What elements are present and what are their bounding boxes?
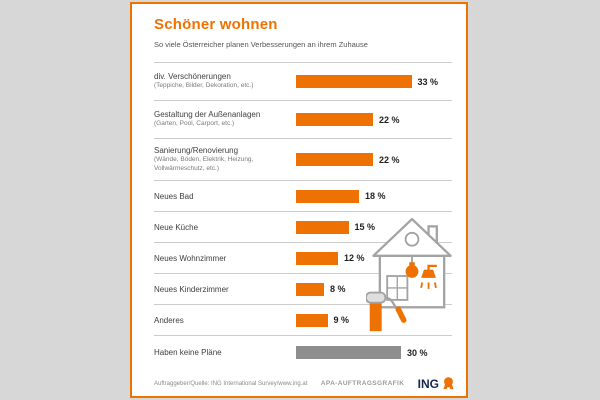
category-label-group: Neues Bad	[154, 192, 296, 201]
ing-logo: ING	[418, 376, 456, 391]
value-label: 12 %	[344, 253, 365, 263]
category-label: Sanierung/Renovierung	[154, 146, 239, 156]
category-label-group: Neues Wohnzimmer	[154, 254, 296, 263]
category-label-group: Neues Kinderzimmer	[154, 285, 296, 294]
category-sublabel: (Teppiche, Bilder, Dekoration, etc.)	[154, 82, 254, 90]
chart-title: Schöner wohnen	[154, 16, 278, 33]
chart-rows: div. Verschönerungen (Teppiche, Bilder, D…	[154, 62, 452, 369]
value-label: 22 %	[379, 154, 400, 165]
category-label-group: Anderes	[154, 316, 296, 325]
chart-subtitle: So viele Österreicher planen Verbesserun…	[154, 40, 368, 49]
category-label: Neues Wohnzimmer	[154, 253, 227, 263]
bar	[296, 251, 338, 265]
category-label: Neue Küche	[154, 222, 199, 232]
category-label-group: Sanierung/Renovierung (Wände, Böden, Elek…	[154, 146, 296, 172]
category-sublabel: (Wände, Böden, Elektrik, Heizung, Vollwä…	[154, 156, 254, 172]
bar-row: div. Verschönerungen (Teppiche, Bilder, D…	[154, 62, 452, 100]
shower-icon	[420, 264, 437, 289]
value-label: 9 %	[333, 315, 350, 325]
bar	[296, 346, 401, 359]
bar	[296, 282, 324, 296]
category-label-group: Neue Küche	[154, 223, 296, 232]
house-icon	[372, 217, 452, 309]
category-label: Neues Bad	[154, 191, 194, 201]
ing-lion-icon	[443, 377, 454, 390]
footer: Auftraggeber/Quelle: ING International S…	[154, 376, 456, 391]
category-label-group: Haben keine Pläne	[154, 348, 296, 357]
bar-row: Haben keine Pläne 30 %	[154, 335, 452, 369]
category-label-group: div. Verschönerungen (Teppiche, Bilder, D…	[154, 72, 296, 90]
bar-row: Sanierung/Renovierung (Wände, Böden, Elek…	[154, 138, 452, 180]
bar	[296, 75, 412, 88]
bar-track: 22 %	[296, 153, 452, 166]
category-sublabel: (Garten, Pool, Carport, etc.)	[154, 120, 235, 128]
bar-track: 9 %	[296, 313, 452, 327]
bar-track: 30 %	[296, 346, 452, 359]
ing-logo-text: ING	[417, 376, 439, 391]
category-label: Neues Kinderzimmer	[154, 284, 229, 294]
category-label: div. Verschönerungen	[154, 72, 231, 82]
bar	[296, 189, 359, 203]
bar-row: Anderes 9 %	[154, 304, 452, 335]
footer-source: Auftraggeber/Quelle: ING International S…	[154, 380, 308, 387]
category-label-group: Gestaltung der Außenanlagen (Garten, Pool…	[154, 110, 296, 128]
value-label: 15 %	[354, 222, 376, 232]
chart-header: Schöner wohnen So viele Österreicher pla…	[132, 4, 466, 49]
infographic-card: Schöner wohnen So viele Österreicher pla…	[130, 2, 468, 398]
bar-track: 12 %	[296, 251, 452, 265]
bar	[296, 220, 349, 234]
category-label: Anderes	[154, 315, 184, 325]
bar-track: 15 %	[296, 220, 452, 234]
bar-track: 18 %	[296, 189, 452, 203]
value-label: 8 %	[330, 284, 346, 294]
bar-row: Neues Wohnzimmer 12 %	[154, 242, 452, 273]
footer-credit: APA-AUFTRAGSGRAFIK	[320, 380, 405, 387]
bar	[296, 113, 373, 126]
category-label: Haben keine Pläne	[154, 348, 222, 357]
bar-row: Gestaltung der Außenanlagen (Garten, Pool…	[154, 100, 452, 138]
value-label: 18 %	[365, 191, 386, 201]
bar-row: Neues Kinderzimmer 8 %	[154, 273, 452, 304]
bar-track: 22 %	[296, 113, 452, 126]
value-label: 33 %	[417, 76, 439, 87]
value-label: 30 %	[407, 347, 428, 358]
bar-row: Neue Küche 15 %	[154, 211, 452, 242]
bar-track: 8 %	[296, 282, 452, 296]
bar	[296, 313, 328, 327]
house-illustration	[366, 217, 452, 332]
bar	[296, 153, 373, 166]
category-label: Gestaltung der Außenanlagen	[154, 110, 261, 120]
lightbulb-icon	[405, 255, 419, 278]
bar-row: Neues Bad 18 %	[154, 180, 452, 211]
paint-roller-icon	[366, 291, 407, 332]
value-label: 22 %	[379, 114, 400, 125]
bar-track: 33 %	[296, 75, 452, 88]
